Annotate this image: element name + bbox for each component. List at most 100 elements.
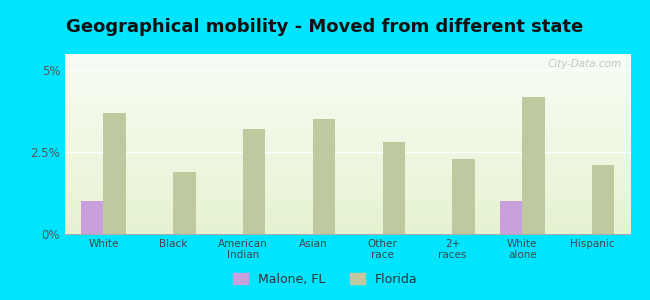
Bar bbox=[65, 185, 630, 187]
Bar bbox=[65, 220, 630, 221]
Bar bbox=[65, 189, 630, 191]
Bar bbox=[65, 77, 630, 79]
Bar bbox=[65, 130, 630, 131]
Bar bbox=[65, 68, 630, 70]
Bar bbox=[65, 229, 630, 230]
Bar bbox=[65, 209, 630, 211]
Bar bbox=[65, 99, 630, 101]
Bar bbox=[65, 207, 630, 209]
Bar bbox=[65, 221, 630, 223]
Bar bbox=[65, 101, 630, 103]
Bar bbox=[65, 58, 630, 59]
Bar bbox=[65, 187, 630, 189]
Bar bbox=[65, 115, 630, 117]
Bar bbox=[65, 104, 630, 106]
Bar bbox=[65, 86, 630, 88]
Bar bbox=[65, 54, 630, 56]
Bar bbox=[383, 142, 405, 234]
Bar bbox=[65, 108, 630, 110]
Bar bbox=[65, 85, 630, 86]
Bar bbox=[65, 92, 630, 94]
Bar bbox=[65, 223, 630, 225]
Bar bbox=[65, 162, 630, 164]
Bar bbox=[65, 164, 630, 166]
Bar bbox=[65, 113, 630, 115]
Bar bbox=[65, 56, 630, 58]
Bar bbox=[65, 157, 630, 158]
Bar bbox=[65, 148, 630, 149]
Text: Geographical mobility - Moved from different state: Geographical mobility - Moved from diffe… bbox=[66, 18, 584, 36]
Bar bbox=[65, 63, 630, 65]
Bar bbox=[65, 200, 630, 202]
Bar bbox=[103, 113, 125, 234]
Bar bbox=[65, 90, 630, 92]
Bar bbox=[65, 227, 630, 229]
Bar bbox=[65, 212, 630, 214]
Bar bbox=[65, 167, 630, 169]
Bar bbox=[65, 230, 630, 232]
Bar bbox=[65, 193, 630, 194]
Bar bbox=[65, 191, 630, 193]
Bar bbox=[65, 79, 630, 81]
Bar bbox=[65, 173, 630, 175]
Bar bbox=[65, 178, 630, 180]
Bar bbox=[65, 81, 630, 83]
Bar bbox=[65, 139, 630, 140]
Bar bbox=[65, 59, 630, 61]
Bar bbox=[452, 159, 474, 234]
Bar bbox=[65, 133, 630, 135]
Bar bbox=[65, 76, 630, 77]
Bar bbox=[65, 203, 630, 205]
Bar bbox=[65, 158, 630, 160]
Bar bbox=[65, 106, 630, 108]
Bar bbox=[65, 67, 630, 68]
Bar bbox=[65, 112, 630, 113]
Bar bbox=[65, 95, 630, 97]
Bar bbox=[65, 182, 630, 184]
Bar bbox=[65, 149, 630, 151]
Bar bbox=[65, 131, 630, 133]
Bar bbox=[65, 124, 630, 126]
Bar bbox=[65, 144, 630, 146]
Bar bbox=[65, 88, 630, 90]
Bar bbox=[65, 218, 630, 220]
Bar bbox=[65, 135, 630, 137]
Bar bbox=[313, 119, 335, 234]
Bar bbox=[65, 121, 630, 122]
Bar bbox=[65, 103, 630, 104]
Bar bbox=[65, 74, 630, 76]
Bar bbox=[65, 169, 630, 171]
Bar bbox=[65, 61, 630, 63]
Bar bbox=[65, 176, 630, 178]
Bar bbox=[65, 142, 630, 144]
Bar bbox=[65, 151, 630, 153]
Bar bbox=[65, 216, 630, 218]
Bar bbox=[65, 128, 630, 130]
Bar bbox=[65, 180, 630, 182]
Bar bbox=[65, 117, 630, 119]
Bar bbox=[65, 137, 630, 139]
Bar bbox=[65, 155, 630, 157]
Legend: Malone, FL, Florida: Malone, FL, Florida bbox=[227, 268, 422, 291]
Bar bbox=[173, 172, 196, 234]
Bar bbox=[65, 214, 630, 216]
Bar bbox=[65, 146, 630, 148]
Bar bbox=[65, 122, 630, 124]
Text: City-Data.com: City-Data.com bbox=[548, 59, 622, 69]
Bar bbox=[65, 153, 630, 155]
Bar bbox=[81, 201, 103, 234]
Bar bbox=[65, 171, 630, 173]
Bar bbox=[65, 97, 630, 99]
Bar bbox=[65, 194, 630, 196]
Bar bbox=[243, 129, 265, 234]
Bar bbox=[65, 202, 630, 203]
Bar bbox=[65, 119, 630, 121]
Bar bbox=[65, 166, 630, 167]
Bar bbox=[65, 205, 630, 207]
Bar bbox=[65, 232, 630, 234]
Bar bbox=[65, 211, 630, 212]
Bar bbox=[65, 72, 630, 74]
Bar bbox=[65, 94, 630, 95]
Bar bbox=[65, 175, 630, 176]
Bar bbox=[65, 198, 630, 200]
